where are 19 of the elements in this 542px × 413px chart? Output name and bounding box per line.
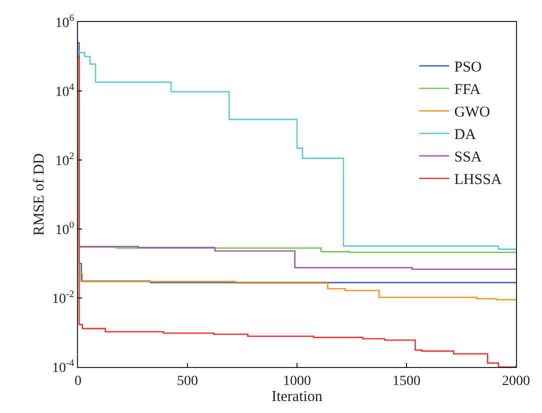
x-tick-label: 2000 (502, 374, 530, 389)
y-tick-label: 10$^{-2}$ (52, 289, 74, 307)
legend-label: LHSSA (454, 172, 502, 188)
y-tick-label: 10$^{2}$ (55, 151, 74, 169)
x-tick-label: 1000 (283, 374, 311, 389)
legend-label: FFA (454, 82, 481, 98)
y-tick-label: 10$^{0}$ (55, 220, 74, 238)
y-axis-title: RMSE of DD (31, 153, 48, 236)
x-tick-label: 0 (74, 374, 82, 389)
legend-label: PSO (454, 60, 482, 76)
legend-label: DA (454, 127, 476, 144)
y-tick-label: 10$^{4}$ (55, 82, 74, 100)
y-tick-label: 10$^{6}$ (55, 13, 74, 31)
legend-label: GWO (454, 104, 490, 121)
x-tick-label: 1500 (392, 374, 420, 389)
legend-label: SSA (454, 150, 482, 166)
y-tick-label: 10$^{-4}$ (52, 358, 74, 376)
x-axis-title: Iteration (272, 388, 323, 405)
x-tick-label: 500 (177, 374, 198, 389)
